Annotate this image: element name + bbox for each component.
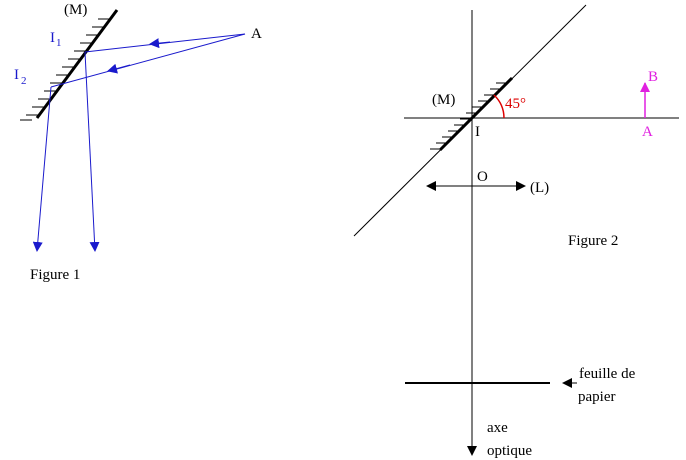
fig2-paper-label-line2: papier (578, 389, 615, 405)
fig1-caption: Figure 1 (30, 267, 80, 283)
fig1-reflected-ray-1 (84, 51, 100, 252)
fig1-reflected-ray-2 (32, 86, 52, 252)
fig2-axis-label-line2: optique (487, 443, 532, 459)
fig1-point-i1: I (50, 30, 55, 46)
fig2-mirror (438, 76, 514, 152)
fig1-point-i2: I (14, 67, 19, 83)
fig1-ray-a-i2 (50, 33, 246, 88)
fig2-point-b: B (648, 69, 658, 85)
fig2-angle-arc (493, 94, 505, 119)
fig1-mirror (35, 9, 119, 119)
fig2-lens-center: O (477, 169, 488, 185)
fig2-lens-label: (L) (530, 180, 549, 196)
fig1-ray-a-i2-arrow (107, 63, 131, 74)
fig2-paper-label-line1: feuille de (579, 366, 636, 382)
fig2-point-a: A (642, 124, 653, 140)
fig1-mirror-hatching (20, 18, 110, 121)
fig2-point-i: I (475, 124, 480, 140)
fig1-point-i2-sub: 2 (21, 75, 27, 87)
fig1-point-i1-sub: 1 (56, 37, 62, 49)
fig1-mirror-label: (M) (64, 2, 87, 18)
fig1-point-a: A (251, 26, 262, 42)
fig2-axis-label-line1: axe (487, 420, 508, 436)
figure-2: 45° B A O (L) (M) I feuille de papier ax… (353, 4, 679, 459)
fig2-mirror-label: (M) (432, 92, 455, 108)
figure-1: (M) A I 1 I 2 Figure 1 (14, 2, 262, 283)
fig1-ray-a-i1-arrow (149, 38, 171, 49)
fig2-caption: Figure 2 (568, 233, 618, 249)
fig2-angle-label: 45° (505, 96, 526, 112)
